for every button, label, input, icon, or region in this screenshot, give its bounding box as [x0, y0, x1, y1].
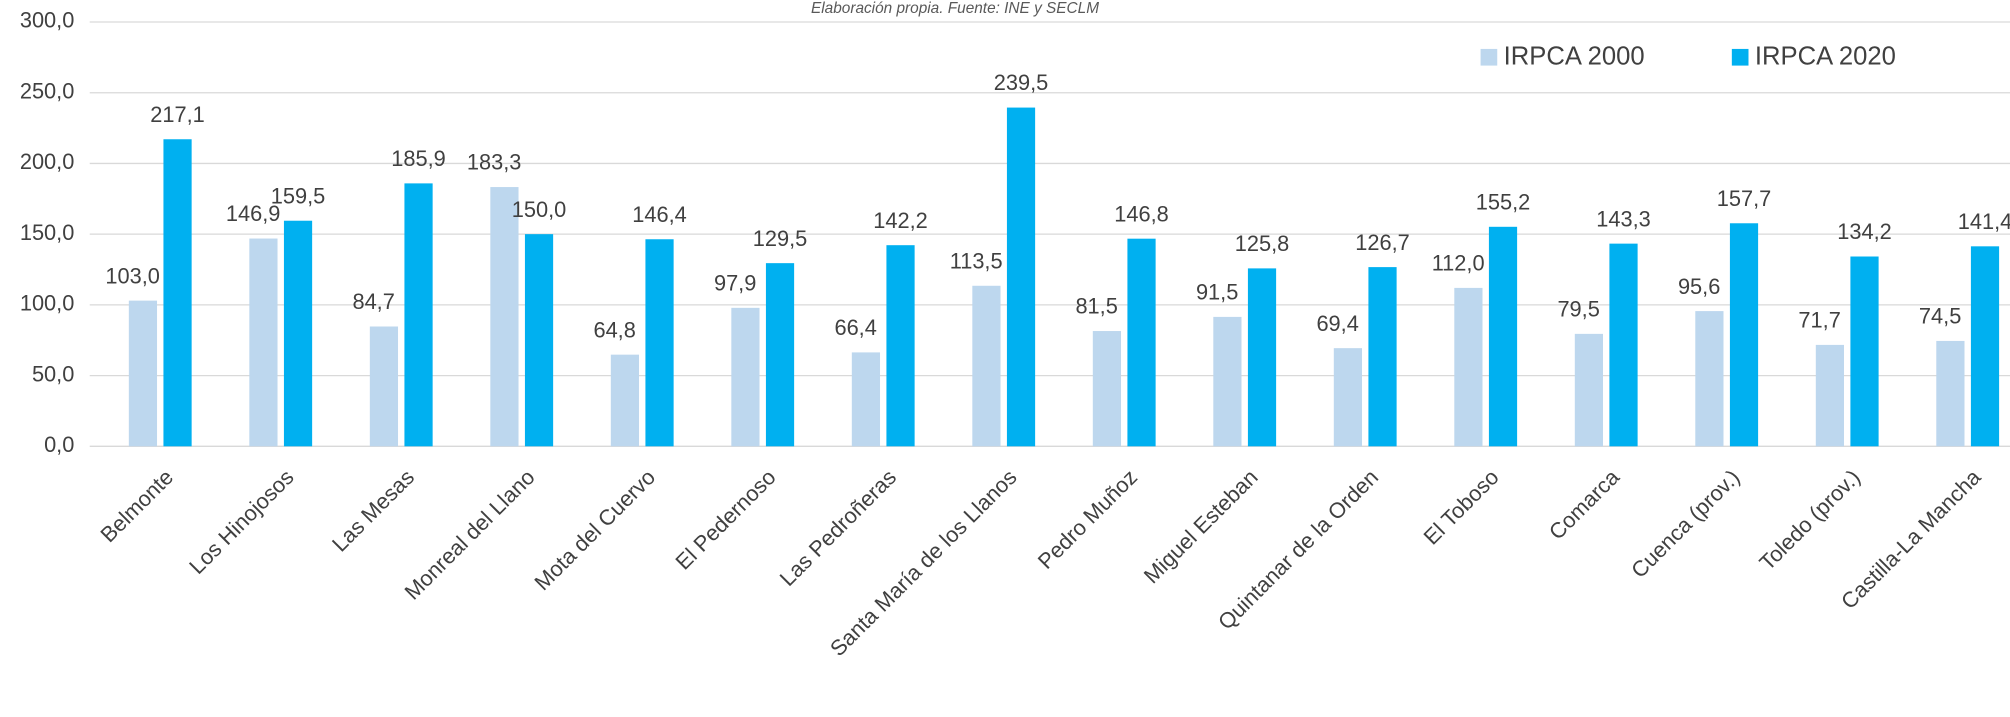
bar [1006, 107, 1036, 447]
legend-swatch [1731, 48, 1749, 66]
value-label: 146,4 [632, 202, 687, 227]
value-label: 142,2 [873, 208, 928, 233]
value-label: 64,8 [593, 317, 635, 342]
bar [490, 187, 519, 447]
value-label: 97,9 [714, 271, 756, 296]
bar [249, 238, 278, 447]
y-tick-label: 250,0 [20, 78, 75, 103]
bar [1574, 333, 1604, 447]
value-label: 239,5 [994, 70, 1049, 95]
value-label: 146,9 [226, 201, 281, 226]
value-label: 217,1 [150, 102, 205, 127]
bar [524, 234, 554, 447]
y-tick-label: 0,0 [44, 432, 74, 457]
bar [404, 183, 433, 447]
value-label: 84,7 [352, 289, 394, 314]
bar [731, 307, 760, 447]
value-label: 185,9 [391, 146, 446, 171]
bar [1333, 348, 1363, 447]
bar [1488, 226, 1518, 447]
value-label: 81,5 [1075, 294, 1117, 319]
bar [163, 139, 192, 447]
bar [1850, 256, 1879, 447]
y-tick-label: 150,0 [20, 220, 75, 245]
bar [1127, 238, 1156, 447]
value-label: 129,5 [753, 226, 808, 251]
y-tick-label: 200,0 [20, 149, 75, 174]
value-label: 95,6 [1678, 274, 1720, 299]
y-tick-label: 100,0 [20, 291, 75, 316]
bar [1368, 267, 1397, 447]
bar [1695, 311, 1724, 447]
bar [1247, 268, 1277, 447]
legend-swatch [1480, 48, 1498, 66]
value-label: 79,5 [1557, 297, 1599, 322]
y-tick-label: 50,0 [32, 361, 74, 386]
bar [765, 263, 795, 447]
value-label: 112,0 [1432, 251, 1485, 276]
y-tick-label: 300,0 [20, 8, 75, 33]
bar [369, 326, 399, 447]
value-label: 143,3 [1596, 206, 1651, 231]
bar [851, 352, 881, 447]
value-label: 159,5 [271, 183, 326, 208]
bar [645, 239, 674, 447]
bar [1092, 331, 1122, 447]
value-label: 150,0 [512, 197, 567, 222]
bar [972, 285, 1001, 447]
value-label: 71,7 [1798, 308, 1840, 333]
value-label: 74,5 [1919, 304, 1961, 329]
bar [886, 245, 915, 447]
bar [128, 300, 158, 447]
value-label: 91,5 [1196, 280, 1238, 305]
bar [1936, 340, 1965, 447]
bar [1970, 246, 2000, 447]
value-label: 125,8 [1235, 231, 1290, 256]
value-label: 155,2 [1476, 189, 1531, 214]
bar [1609, 243, 1638, 447]
chart-subtitle: Elaboración propia. Fuente: INE y SECLM [811, 0, 1099, 17]
value-label: 183,3 [467, 150, 522, 175]
value-label: 141,4 [1958, 209, 2010, 234]
value-label: 66,4 [834, 315, 876, 340]
value-label: 146,8 [1114, 201, 1169, 226]
value-label: 103,0 [105, 263, 160, 288]
value-label: 126,7 [1355, 230, 1410, 255]
bar [283, 220, 313, 447]
value-label: 157,7 [1717, 186, 1772, 211]
bar [1213, 316, 1242, 447]
value-label: 69,4 [1316, 311, 1358, 336]
bar [1454, 287, 1483, 447]
bar [610, 354, 640, 447]
legend-label: IRPCA 2000 [1504, 43, 1645, 71]
legend-label: IRPCA 2020 [1755, 43, 1896, 71]
value-label: 113,5 [950, 248, 1003, 273]
value-label: 134,2 [1837, 219, 1892, 244]
bar [1815, 344, 1844, 447]
bar [1729, 223, 1759, 447]
